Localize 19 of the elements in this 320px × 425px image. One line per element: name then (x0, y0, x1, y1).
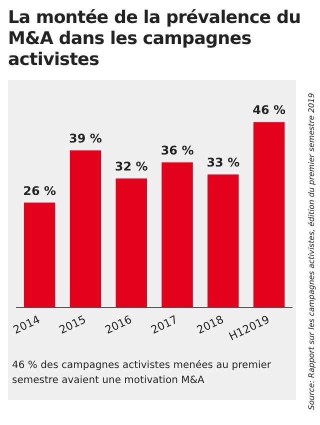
data-label: 26 % (23, 184, 56, 198)
x-tick-label: 2015 (57, 312, 88, 337)
data-label: 36 % (160, 144, 194, 158)
bar (24, 202, 56, 308)
text: 46 % des campagnes activistes menées au premier semestre avaient une motivation M&A (11, 359, 272, 388)
x-tick-label: 2014 (11, 312, 42, 337)
data-label: 32 % (114, 160, 148, 174)
x-tick-label: 2016 (103, 312, 134, 337)
bar (253, 122, 285, 308)
bar (116, 178, 147, 308)
data-label: 33 % (206, 156, 240, 170)
data-label: 39 % (69, 131, 102, 146)
bar (70, 150, 102, 308)
chart-title: La montée de la prévalence du M&A dans les campagnes activistes (8, 8, 302, 71)
data-label: 46 % (252, 103, 286, 118)
x-tick-label: 2017 (148, 312, 180, 337)
bar (208, 174, 239, 308)
bar (162, 162, 193, 308)
x-tick-label: 2018 (194, 312, 226, 337)
